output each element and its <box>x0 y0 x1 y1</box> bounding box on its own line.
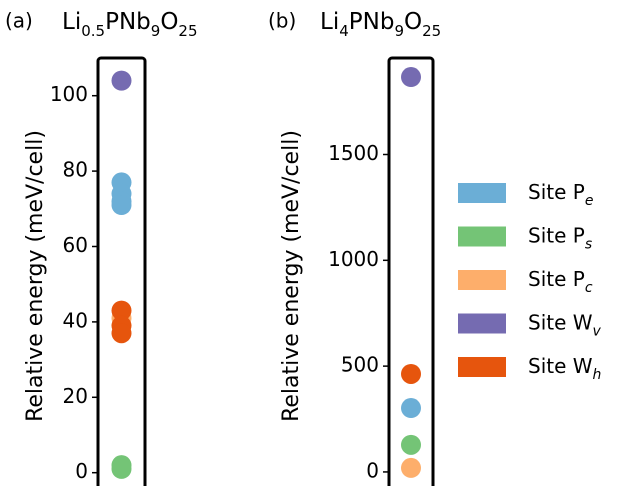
legend-label: Site Wv <box>528 310 602 340</box>
legend-swatch <box>458 183 506 203</box>
legend-label: Site Pc <box>528 267 593 297</box>
point <box>111 70 132 91</box>
y-tick-label: 0 <box>75 459 88 483</box>
y-tick-label: 1500 <box>328 141 379 165</box>
legend-swatch <box>458 313 506 334</box>
legend-name: Site P <box>528 180 585 204</box>
legend-name: Site W <box>528 310 593 334</box>
y-tick-label: 0 <box>366 458 379 482</box>
legend-subscript: h <box>593 367 602 383</box>
point <box>111 458 132 479</box>
y-axis-label: Relative energy (meV/cell) <box>23 130 48 422</box>
title-part: 9 <box>394 22 404 40</box>
panel-label: (a) <box>5 9 33 33</box>
title-part: 25 <box>178 22 197 40</box>
title-part: O <box>160 9 178 35</box>
y-tick-label: 100 <box>50 82 88 106</box>
legend-label: Site Wh <box>528 354 601 384</box>
legend-name: Site P <box>528 223 585 247</box>
legend-swatch <box>458 270 506 290</box>
title-part: 4 <box>339 22 349 40</box>
chart-title: Li4PNb9O25 <box>320 9 441 40</box>
chart-title: Li0.5PNb9O25 <box>62 9 198 40</box>
legend-subscript: e <box>585 193 594 209</box>
legend-subscript: s <box>585 237 592 253</box>
y-axis-label: Relative energy (meV/cell) <box>279 130 304 422</box>
point <box>401 457 421 478</box>
title-part: O <box>404 9 422 35</box>
panel-label: (b) <box>268 9 296 33</box>
legend-name: Site P <box>528 267 585 291</box>
y-tick-label: 20 <box>63 384 88 408</box>
legend-label: Site Pe <box>528 180 593 210</box>
point <box>111 300 132 321</box>
point <box>111 323 132 344</box>
y-tick-label: 500 <box>341 353 379 377</box>
legend-subscript: v <box>593 324 602 340</box>
frame <box>96 56 147 486</box>
legend-name: Site W <box>528 354 593 378</box>
title-part: Li <box>320 9 339 35</box>
legend-swatch <box>458 226 506 247</box>
point <box>401 434 421 455</box>
title-part: 0.5 <box>81 22 105 40</box>
point <box>401 67 421 88</box>
y-tick-label: 1000 <box>328 247 379 271</box>
y-tick-label: 60 <box>63 233 88 257</box>
title-part: PNb <box>105 9 151 35</box>
legend-swatch <box>458 357 506 377</box>
legend-subscript: c <box>585 280 593 296</box>
point <box>401 398 421 419</box>
title-part: Li <box>62 9 81 35</box>
point <box>401 363 421 384</box>
y-tick-label: 40 <box>63 308 88 332</box>
point <box>111 195 132 216</box>
title-part: 9 <box>151 22 161 40</box>
legend-label: Site Ps <box>528 223 592 253</box>
frame <box>387 56 435 486</box>
y-tick-label: 80 <box>63 158 88 182</box>
title-part: 25 <box>422 22 441 40</box>
title-part: PNb <box>349 9 395 35</box>
